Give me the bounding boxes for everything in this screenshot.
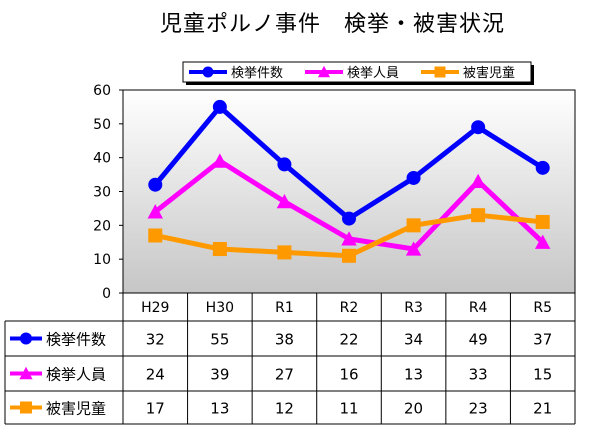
data-point-1 — [342, 211, 356, 226]
table-series-label: 検挙人員 — [46, 366, 106, 384]
data-point-2 — [405, 241, 422, 256]
table-value: 39 — [210, 366, 229, 384]
data-point-2 — [535, 234, 551, 249]
y-tick-label: 50 — [93, 117, 111, 133]
data-point-3 — [406, 218, 421, 233]
legend-label: 被害児童 — [463, 65, 515, 81]
data-point-2 — [276, 194, 293, 209]
table-series-label: 被害児童 — [46, 400, 106, 418]
table-value: 12 — [275, 400, 294, 418]
table-value: 20 — [404, 400, 423, 418]
table-key-marker — [20, 401, 32, 414]
x-tick-label: H29 — [141, 300, 169, 316]
data-point-1 — [535, 160, 550, 175]
y-tick-label: 30 — [93, 185, 111, 201]
data-point-3 — [342, 248, 356, 263]
table-value: 33 — [469, 366, 488, 384]
table-value: 37 — [533, 331, 552, 349]
data-point-3 — [212, 242, 227, 257]
x-tick-label: R4 — [469, 300, 488, 316]
table-value: 11 — [339, 400, 358, 418]
data-point-3 — [535, 214, 550, 229]
y-tick-label: 10 — [93, 252, 111, 268]
table-value: 34 — [404, 331, 423, 349]
y-tick-label: 0 — [102, 286, 111, 302]
data-point-1 — [212, 99, 227, 114]
table-value: 17 — [146, 400, 165, 418]
data-point-3 — [471, 208, 486, 223]
table-key-marker — [19, 366, 33, 380]
table-value: 32 — [146, 331, 165, 349]
x-tick-label: R5 — [533, 300, 552, 316]
legend-label: 検挙人員 — [347, 66, 399, 81]
x-tick-label: R1 — [275, 300, 294, 316]
data-point-3 — [277, 245, 292, 260]
table-value: 16 — [339, 366, 358, 384]
y-tick-label: 20 — [93, 218, 111, 234]
x-tick-label: R2 — [340, 300, 359, 316]
table-value: 38 — [275, 331, 294, 349]
table-value: 15 — [533, 366, 552, 384]
table-value: 22 — [339, 331, 358, 349]
data-point-1 — [406, 170, 421, 185]
data-table — [4, 292, 576, 425]
table-value: 27 — [275, 366, 294, 384]
table-key-marker — [20, 332, 32, 345]
table-value: 49 — [469, 331, 488, 349]
data-point-1 — [471, 120, 486, 135]
y-tick-label: 60 — [93, 83, 111, 99]
table-value: 13 — [210, 400, 229, 418]
x-tick-label: R3 — [404, 300, 423, 316]
legend-label: 検挙件数 — [231, 66, 283, 81]
data-point-1 — [277, 157, 292, 172]
y-tick-label: 40 — [93, 151, 111, 167]
table-value: 55 — [210, 331, 229, 349]
legend-marker — [202, 66, 214, 78]
data-point-2 — [147, 204, 163, 219]
x-tick-label: H30 — [206, 300, 234, 316]
data-point-2 — [341, 231, 357, 246]
table-value: 23 — [469, 400, 488, 418]
data-point-1 — [148, 177, 163, 192]
table-value: 21 — [533, 400, 552, 418]
table-value: 13 — [404, 366, 423, 384]
legend-marker — [434, 66, 446, 78]
data-point-2 — [470, 173, 486, 188]
chart-title: 児童ポルノ事件 検挙・被害状況 — [160, 12, 506, 37]
data-point-2 — [212, 153, 228, 168]
legend-marker — [317, 65, 331, 78]
table-value: 24 — [146, 366, 165, 384]
table-series-label: 検挙件数 — [46, 331, 106, 349]
data-point-3 — [148, 228, 163, 243]
